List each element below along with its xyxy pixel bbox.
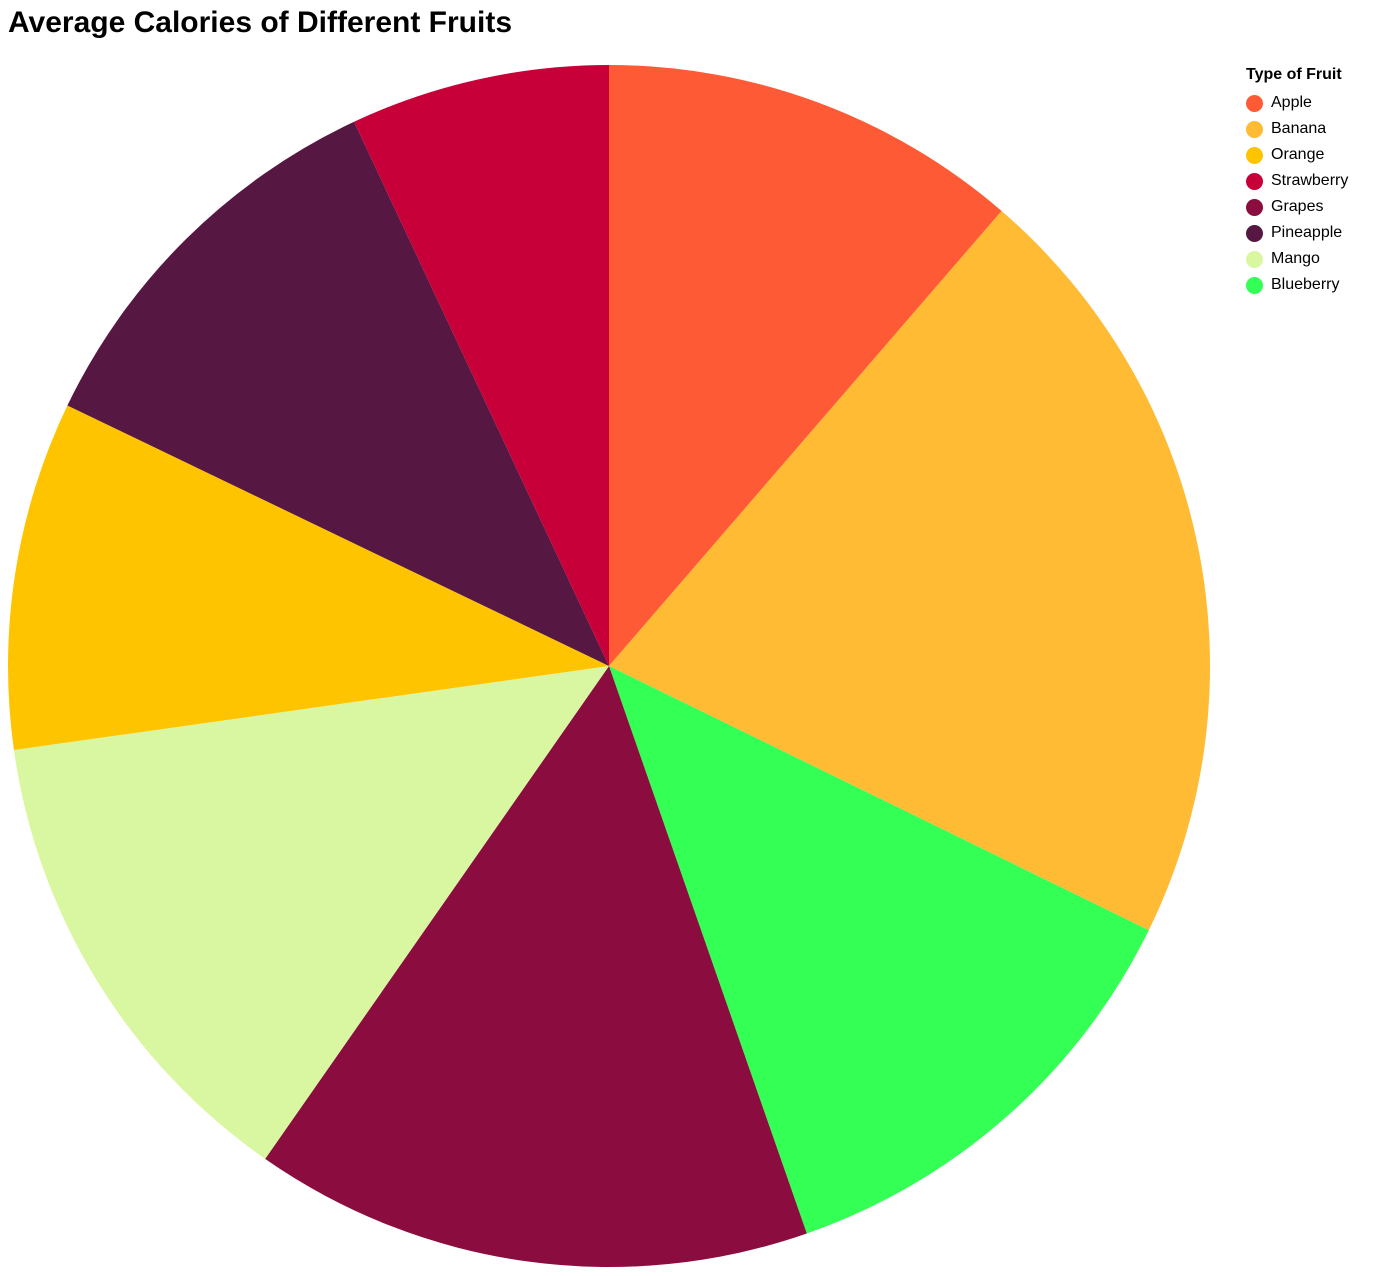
legend-label-blueberry: Blueberry <box>1271 276 1340 293</box>
legend-item-strawberry: Strawberry <box>1246 168 1348 194</box>
legend-swatch-pineapple <box>1246 224 1263 242</box>
pie-slice-orange <box>8 405 610 751</box>
pie-slice-strawberry <box>354 65 609 666</box>
legend-label-pineapple: Pineapple <box>1271 224 1343 241</box>
pie-slices <box>8 65 1210 1268</box>
legend-label-strawberry: Strawberry <box>1271 172 1349 189</box>
legend-title: Type of Fruit <box>1246 66 1342 83</box>
legend-swatch-mango <box>1246 250 1263 268</box>
legend-swatch-orange <box>1246 146 1263 164</box>
legend-swatch-strawberry <box>1246 172 1263 190</box>
legend: Type of Fruit Apple Banana Orange Strawberr… <box>1246 66 1348 298</box>
legend-item-banana: Banana <box>1246 116 1348 142</box>
legend-item-grapes: Grapes <box>1246 194 1348 220</box>
pie-slice-pineapple <box>67 121 610 666</box>
legend-item-orange: Orange <box>1246 142 1348 168</box>
legend-label-banana: Banana <box>1271 120 1327 137</box>
legend-item-mango: Mango <box>1246 246 1348 272</box>
legend-label-grapes: Grapes <box>1271 198 1324 215</box>
chart-title: Average Calories of Different Fruits <box>8 6 513 39</box>
pie-slice-mango <box>13 666 610 1159</box>
legend-swatch-banana <box>1246 120 1263 138</box>
legend-items: Apple Banana Orange Strawberry Grapes Pineapp… <box>1246 90 1348 298</box>
pie-slice-banana <box>609 210 1210 931</box>
legend-label-orange: Orange <box>1271 146 1325 163</box>
legend-swatch-apple <box>1246 94 1263 112</box>
legend-label-mango: Mango <box>1271 250 1320 267</box>
legend-item-pineapple: Pineapple <box>1246 220 1348 246</box>
legend-swatch-blueberry <box>1246 276 1263 294</box>
legend-item-blueberry: Blueberry <box>1246 272 1348 298</box>
pie-slice-apple <box>609 65 1002 666</box>
legend-swatch-grapes <box>1246 198 1263 216</box>
legend-item-apple: Apple <box>1246 90 1348 116</box>
legend-label-apple: Apple <box>1271 94 1312 111</box>
pie-slice-blueberry <box>609 666 1149 1234</box>
pie-slice-grapes <box>265 666 807 1268</box>
